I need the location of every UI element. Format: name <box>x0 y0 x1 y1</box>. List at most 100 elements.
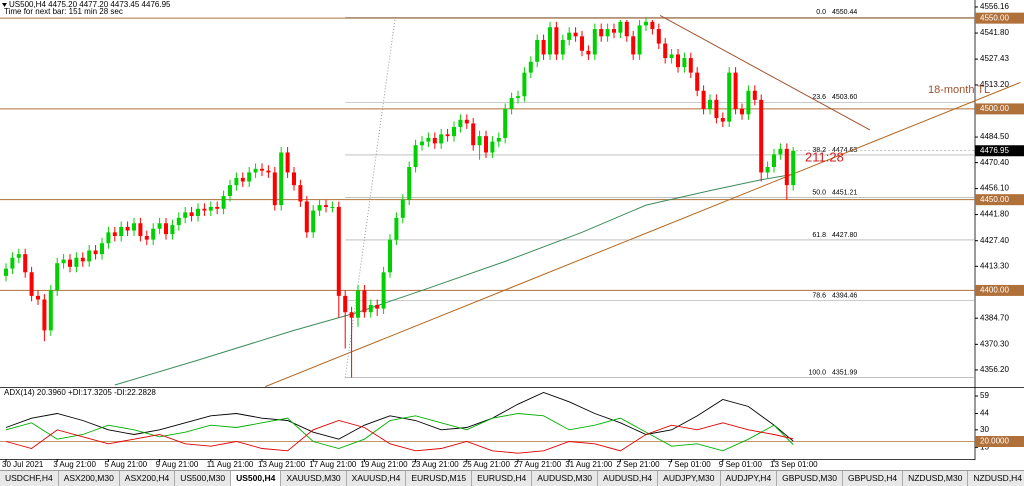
fib-ratio: 100.0 <box>808 369 826 376</box>
level-label: 20.0000 <box>980 437 1009 446</box>
candle-body <box>791 150 796 186</box>
candle-body <box>16 254 21 258</box>
tab[interactable]: ASX200,H4 <box>120 471 176 486</box>
y-tick-label: 4441.80 <box>980 210 1009 219</box>
candle-body <box>317 205 322 211</box>
candle-body <box>484 136 488 153</box>
x-tick-label: 19 Aug 21:00 <box>360 460 408 469</box>
level-label: 4450.00 <box>980 195 1009 204</box>
y-tick-label: 30 <box>980 425 989 434</box>
tab[interactable]: US500,H4 <box>231 471 282 486</box>
candle-body <box>765 167 770 173</box>
tab[interactable]: EURUSD,H4 <box>472 471 533 486</box>
candle-body <box>132 223 136 231</box>
candle-body <box>42 299 47 331</box>
candle-body <box>234 177 239 186</box>
tab[interactable]: AUDUSD,M30 <box>532 471 599 486</box>
candle-body <box>356 290 360 318</box>
candle-body <box>733 72 738 109</box>
candle-body <box>714 99 719 118</box>
tab[interactable]: AUDJPY,M30 <box>658 471 721 486</box>
candle-body <box>586 50 591 55</box>
fib-ratio: 0.0 <box>816 9 826 16</box>
candle-body <box>509 98 514 109</box>
y-tick-label: 4456.10 <box>980 184 1009 193</box>
tab[interactable]: ASX200,M30 <box>59 471 120 486</box>
tab[interactable]: US500,M30 <box>175 471 232 486</box>
trendline <box>659 14 871 131</box>
current-price-label: 4476.95 <box>980 146 1009 155</box>
tab[interactable]: GBPUSD,H4 <box>843 471 904 486</box>
candle-body <box>669 54 674 59</box>
tab[interactable]: AUDUSD,H4 <box>598 471 659 486</box>
candle-body <box>292 172 296 186</box>
candle-body <box>573 32 578 37</box>
candle-body <box>432 137 437 144</box>
tab[interactable]: NZDUSD,H4 <box>968 471 1024 486</box>
candle-body <box>29 272 34 296</box>
candle-body <box>452 127 456 137</box>
candle-body <box>381 272 386 309</box>
candle-body <box>80 257 85 262</box>
candle-body <box>458 119 463 128</box>
fib-price: 4474.63 <box>832 147 857 154</box>
candle-body <box>778 148 783 155</box>
candle-body <box>272 172 277 206</box>
fib-ratio: 50.0 <box>812 189 826 196</box>
x-tick-label: 27 Aug 21:00 <box>514 460 562 469</box>
tab[interactable]: NZDUSD,M30 <box>903 471 969 486</box>
annotation: 211:28 <box>805 149 844 164</box>
tab[interactable]: USDCHF,H4 <box>0 471 59 486</box>
tab[interactable]: AUDJPY,H4 <box>721 471 778 486</box>
candle-body <box>164 223 168 235</box>
candle-body <box>592 29 597 55</box>
y-tick-label: 4413.30 <box>980 261 1009 270</box>
fib-ratio: 23.6 <box>812 94 826 101</box>
fib-ratio: 38.2 <box>812 147 826 154</box>
candle-body <box>784 148 789 186</box>
candle-body <box>119 226 124 236</box>
candle-body <box>279 152 284 206</box>
y-tick-label: 59 <box>980 391 989 400</box>
level-label-bg <box>975 103 1024 115</box>
indicator-line <box>5 413 794 452</box>
candle-body <box>368 304 373 313</box>
candle-body <box>605 29 610 37</box>
candle-body <box>637 25 642 55</box>
chart-title: US500,H4 4475.20 4477.20 4473.45 4476.95 <box>9 0 171 9</box>
candle-body <box>420 141 424 146</box>
candle-body <box>708 99 712 109</box>
tab[interactable]: EURUSD,M15 <box>406 471 473 486</box>
candle-body <box>298 185 303 202</box>
level-label-bg <box>975 284 1024 296</box>
tab[interactable]: XAUUSD,M30 <box>281 471 347 486</box>
tab[interactable]: GBPUSD,M30 <box>777 471 843 486</box>
y-tick-label: 4427.40 <box>980 236 1009 245</box>
candle-body <box>311 210 316 233</box>
candle-body <box>695 72 700 91</box>
candle-body <box>215 206 220 209</box>
candle-body <box>138 223 143 236</box>
candle-body <box>74 257 79 267</box>
level-label-bg <box>975 436 1024 447</box>
level-label: 4550.00 <box>980 13 1009 22</box>
candle-body <box>554 27 559 55</box>
y-tick-label: 4384.70 <box>980 313 1009 322</box>
tab[interactable]: XAUUSD,H4 <box>347 471 407 486</box>
candle-body <box>656 29 661 44</box>
candle-body <box>688 58 693 73</box>
candle-body <box>624 21 629 37</box>
candle-body <box>612 29 616 33</box>
y-tick-label: 4356.20 <box>980 365 1009 374</box>
level-label-bg <box>975 12 1024 24</box>
candle-body <box>560 39 565 55</box>
x-tick-label: 30 Jul 2021 <box>2 460 44 469</box>
candle-body <box>720 117 725 122</box>
y-tick-label: 44 <box>980 409 989 418</box>
candle-body <box>87 250 92 262</box>
fib-price: 4427.80 <box>832 232 857 239</box>
candle-body <box>746 90 751 115</box>
fib-price: 4394.46 <box>832 292 857 299</box>
chart: US500,H4 4475.20 4477.20 4473.45 4476.95… <box>0 0 1024 470</box>
candle-body <box>503 108 508 138</box>
